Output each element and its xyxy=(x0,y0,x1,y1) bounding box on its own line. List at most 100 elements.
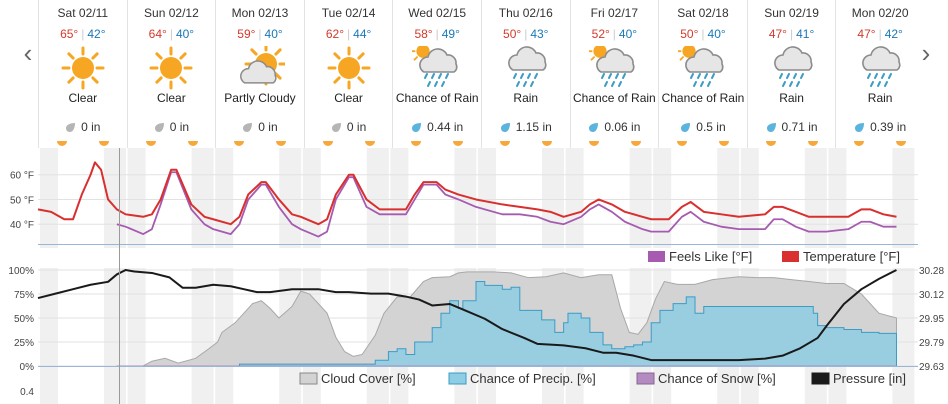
day-column[interactable]: Mon 02/13 59° | 40° Partly Cloudy 0 in xyxy=(215,0,304,148)
sunset-marker xyxy=(896,141,907,146)
sunrise-marker xyxy=(588,141,599,146)
y-tick-label: 0.4 xyxy=(20,387,34,398)
sun-icon xyxy=(327,46,371,90)
day-date: Sat 02/11 xyxy=(57,6,109,20)
rain-icon xyxy=(862,46,901,87)
feels-like-line xyxy=(116,171,897,238)
night-band xyxy=(454,148,477,248)
day-temps: 58° | 49° xyxy=(393,27,481,42)
night-band xyxy=(366,148,389,248)
day-precip: 0.44 in xyxy=(393,120,481,134)
day-precip: 0 in xyxy=(305,120,393,134)
day-condition: Rain xyxy=(513,91,539,105)
night-band xyxy=(104,268,126,404)
day-column[interactable]: Sat 02/11 65° | 42° Clear 0 in xyxy=(38,0,127,148)
y-left-tick-label: 100% xyxy=(8,266,34,277)
sun-markers xyxy=(128,141,216,148)
day-precip: 0.39 in xyxy=(836,120,924,134)
precip-amount: 0.39 in xyxy=(870,120,907,134)
previous-arrow-button[interactable]: ‹ xyxy=(23,38,33,68)
day-column[interactable]: Sat 02/18 50° | 40° Chance of Rain 0.5 in xyxy=(658,0,747,148)
pressure-line xyxy=(37,269,897,362)
raindrop-icon xyxy=(681,122,691,132)
day-temps: 50° | 40° xyxy=(659,27,747,42)
next-arrow-button[interactable]: › xyxy=(921,38,931,68)
sunrise-marker xyxy=(677,141,688,146)
sunrise-marker xyxy=(765,141,776,146)
day-condition: Rain xyxy=(867,91,893,105)
night-band xyxy=(542,148,564,248)
day-date: Sat 02/18 xyxy=(677,6,729,20)
temp-separator: | xyxy=(81,27,85,41)
precip-amount: 0 in xyxy=(81,120,101,134)
day-condition: Chance of Rain xyxy=(573,91,656,105)
day-precip: 0.71 in xyxy=(748,120,836,134)
high-temp: 50° xyxy=(503,27,522,41)
temp-separator: | xyxy=(612,27,616,41)
night-band xyxy=(279,148,302,248)
sun-markers xyxy=(216,141,304,148)
high-temp: 59° xyxy=(237,27,256,41)
night-band xyxy=(127,148,146,248)
night-band xyxy=(40,148,58,248)
sun-markers xyxy=(836,141,924,148)
partly-cloudy-icon xyxy=(240,46,285,86)
low-temp: 42° xyxy=(87,27,106,41)
sunrise-marker xyxy=(322,141,333,146)
forecast-charts: 40 °F 50 °F 60 °F Feels Like [°F] Temperatur… xyxy=(8,148,944,404)
temperature-legend: Temperature [°F] xyxy=(803,249,900,264)
day-column[interactable]: Sun 02/19 47° | 41° Rain 0.71 in xyxy=(746,0,836,148)
sunrise-marker xyxy=(499,141,510,146)
sun-markers xyxy=(393,141,481,148)
day-condition: Chance of Rain xyxy=(661,91,745,105)
precip-amount: 0.5 in xyxy=(696,120,726,134)
day-column[interactable]: Sun 02/12 64° | 40° Clear 0 in xyxy=(126,0,216,148)
y-left-tick-label: 0% xyxy=(20,362,35,373)
cloud-cover-legend-swatch xyxy=(299,372,318,385)
day-precip: 0.06 in xyxy=(571,120,659,134)
raindrop-icon xyxy=(243,122,253,132)
precip-chance-area xyxy=(116,281,897,367)
day-temps: 50° | 43° xyxy=(482,27,570,42)
y-right-tick-label: 30.28 xyxy=(919,266,944,277)
sun-markers xyxy=(482,141,570,148)
sun-icon xyxy=(149,46,193,90)
night-band xyxy=(804,148,827,248)
y-tick-label: 40 °F xyxy=(10,220,34,231)
y-left-tick-label: 75% xyxy=(14,290,34,301)
sunset-marker xyxy=(99,141,109,146)
y-tick-label: 50 °F xyxy=(10,195,34,206)
night-band xyxy=(717,148,740,248)
day-condition: Chance of Rain xyxy=(395,91,479,105)
y-right-tick-label: 30.12 xyxy=(919,290,944,301)
sunset-marker xyxy=(276,141,287,146)
high-temp: 47° xyxy=(857,27,876,41)
day-column[interactable]: Thu 02/16 50° | 43° Rain 1.15 in xyxy=(480,0,570,148)
precip-amount: 0.71 in xyxy=(781,120,818,134)
temp-separator: | xyxy=(169,27,173,41)
day-column[interactable]: Fri 02/17 52° | 40° Chance of Rain 0.06 in xyxy=(569,0,659,148)
day-date: Fri 02/17 xyxy=(590,6,639,20)
temperature-line xyxy=(37,161,897,226)
day-date: Sun 02/12 xyxy=(144,6,199,20)
day-date: Thu 02/16 xyxy=(498,6,553,20)
raindrop-icon xyxy=(766,122,776,132)
precip-chance-legend: Chance of Precip. [%] xyxy=(470,371,596,386)
day-condition: Clear xyxy=(334,91,363,105)
day-date: Sun 02/19 xyxy=(764,6,819,20)
y-left-tick-label: 50% xyxy=(14,314,34,325)
day-column[interactable]: Tue 02/14 62° | 44° Clear 0 in xyxy=(303,0,393,148)
night-band xyxy=(40,268,58,404)
day-column[interactable]: Wed 02/15 58° | 49° Chance of Rain 0.44 in xyxy=(392,0,481,148)
snow-chance-legend-swatch xyxy=(636,372,655,385)
low-temp: 40° xyxy=(175,27,195,41)
sunrise-marker xyxy=(411,141,422,146)
sunset-marker xyxy=(541,141,552,146)
day-column[interactable]: Mon 02/20 47° | 42° Rain 0.39 in xyxy=(835,0,924,148)
low-temp: 44° xyxy=(353,27,372,41)
low-temp: 41° xyxy=(796,27,815,41)
sun-rain-icon xyxy=(677,46,724,87)
night-band xyxy=(740,148,759,248)
temp-separator: | xyxy=(435,27,439,41)
day-condition: Clear xyxy=(157,91,186,105)
